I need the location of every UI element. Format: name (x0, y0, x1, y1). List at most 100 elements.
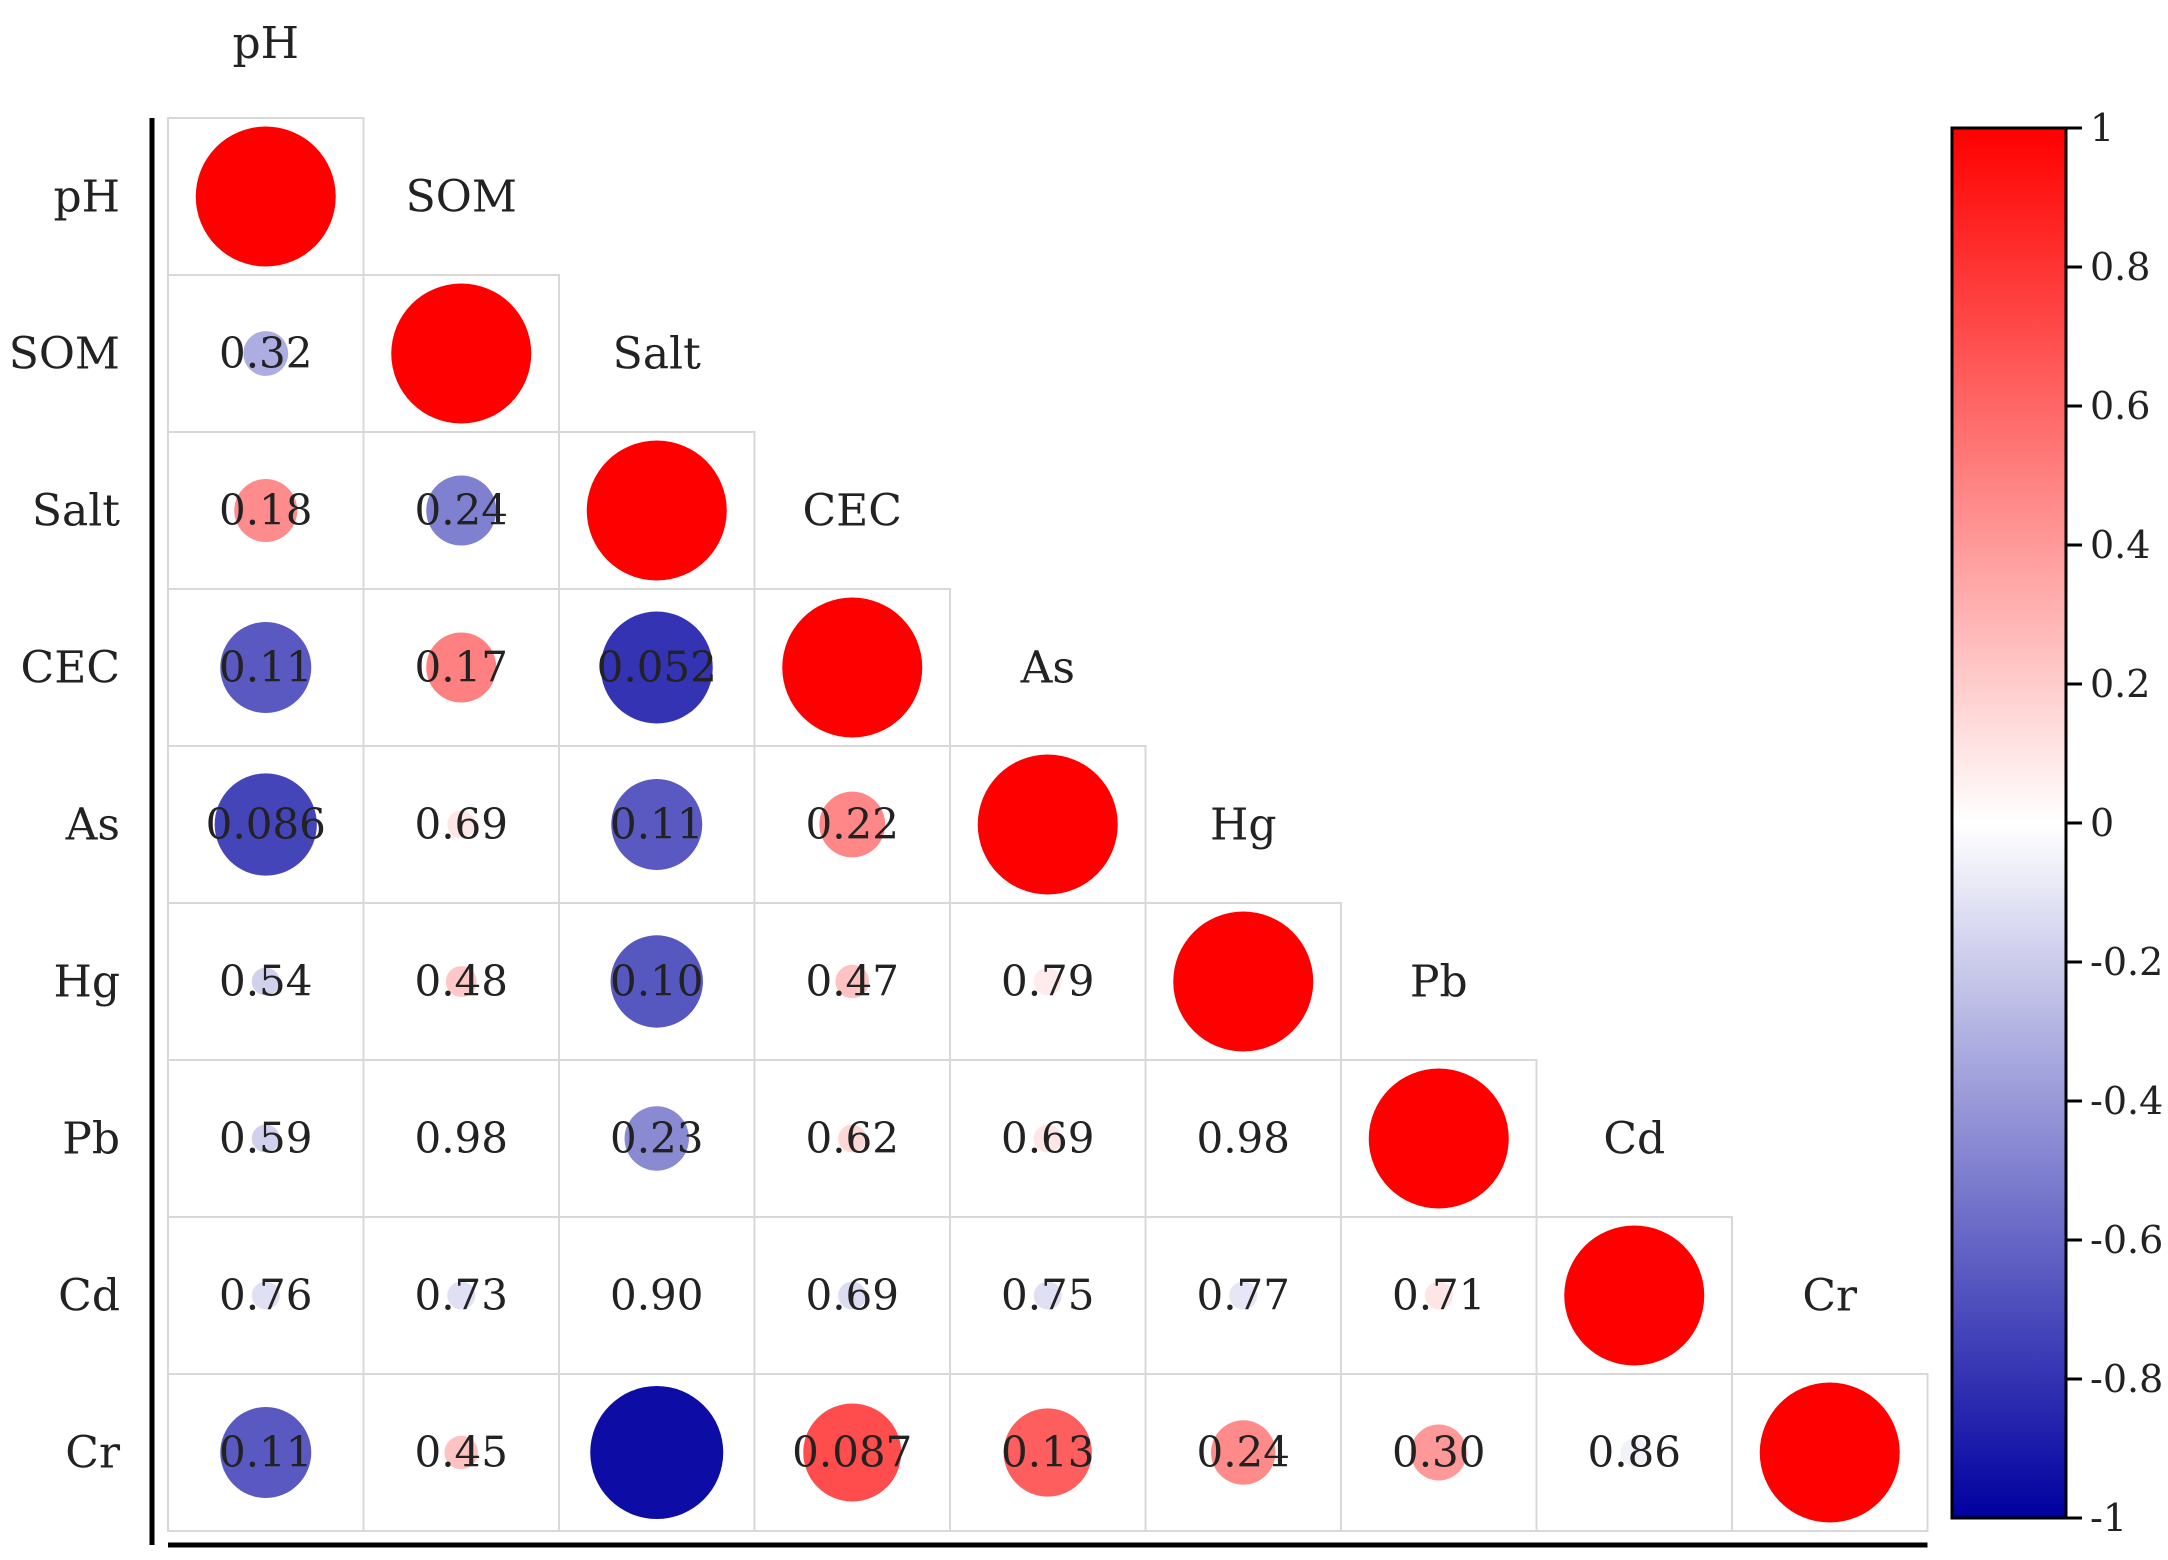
corr-value-hg-salt: 0.10 (610, 957, 704, 1006)
column-label-as: As (1020, 643, 1075, 694)
column-label-hg: Hg (1210, 800, 1277, 851)
corr-value-hg-cec: 0.47 (805, 957, 899, 1006)
corr-value-cr-hg: 0.24 (1196, 1428, 1290, 1477)
corr-circle-pb-som (447, 1124, 476, 1153)
colorbar-tick-label: -0.4 (2090, 1079, 2163, 1123)
colorbar-tick-label: 0.2 (2090, 662, 2150, 706)
corr-circle-cd-ph (251, 1281, 280, 1310)
corr-circle-cd-cec (838, 1281, 867, 1310)
corr-value-pb-as: 0.69 (1001, 1114, 1095, 1163)
colorbar-gradient (1950, 126, 2068, 1520)
column-label-salt: Salt (613, 329, 701, 380)
corr-value-as-ph: 0.086 (206, 800, 326, 849)
row-label-hg: Hg (53, 957, 120, 1008)
corr-value-as-cec: 0.22 (805, 800, 899, 849)
colorbar-tick-label: 0.8 (2090, 245, 2150, 289)
row-label-cec: CEC (21, 643, 120, 694)
diagonal-circle-salt (586, 440, 727, 581)
corr-circle-hg-cec (835, 964, 870, 999)
row-label-cr: Cr (65, 1428, 121, 1479)
corr-value-pb-ph: 0.59 (219, 1114, 313, 1163)
corr-value-cr-pb: 0.30 (1392, 1428, 1486, 1477)
corr-circle-pb-hg (1229, 1124, 1258, 1153)
diagonal-circle-hg (1173, 911, 1314, 1052)
diagonal-circle-som (391, 283, 532, 424)
corr-circle-cr-ph (220, 1407, 312, 1498)
corr-circle-cr-cd (1620, 1438, 1649, 1467)
corr-circle-as-som (447, 810, 476, 839)
diagonal-circle-cec (782, 597, 923, 738)
corr-circle-cr-pb (1410, 1424, 1467, 1481)
corr-circle-cec-ph (220, 622, 312, 713)
corr-circle-salt-som (426, 475, 497, 546)
corr-value-cec-som: 0.17 (414, 643, 508, 692)
colorbar-tick-label: 0.6 (2090, 384, 2150, 428)
corr-value-cd-ph: 0.76 (219, 1271, 313, 1320)
corr-circle-pb-as (1033, 1124, 1062, 1153)
corr-circle-cr-som (444, 1435, 479, 1470)
corr-value-cd-som: 0.73 (414, 1271, 508, 1320)
corr-circle-cd-hg (1229, 1281, 1258, 1310)
corr-value-hg-as: 0.79 (1001, 957, 1095, 1006)
diagonal-circle-ph (195, 126, 336, 267)
corr-circle-cd-pb (1424, 1281, 1453, 1310)
colorbar: 1 0.8 0.6 0.4 0.2 0 -0.2 -0.4 -0.6 -0.8 -1 (1950, 106, 2163, 1540)
corr-circle-pb-ph (251, 1124, 280, 1153)
colorbar-tick-label: -0.6 (2090, 1218, 2163, 1262)
corr-value-pb-salt: 0.23 (610, 1114, 704, 1163)
corr-circle-hg-ph (251, 967, 280, 996)
corr-value-cr-ph: 0.11 (219, 1428, 313, 1477)
row-label-som: SOM (9, 329, 120, 380)
corr-circle-cr-cec (803, 1403, 902, 1502)
colorbar-tick-label: -0.2 (2090, 940, 2163, 984)
row-label-as: As (65, 800, 120, 851)
corr-value-cd-cec: 0.69 (805, 1271, 899, 1320)
axis-layer (149, 118, 1928, 1548)
text-layer: pH pH SOM SOM Salt Salt CEC CEC As As Hg Hg Pb Pb Cd Cd… (9, 18, 1858, 1479)
corr-value-cd-as: 0.75 (1001, 1271, 1095, 1320)
corr-circle-hg-salt (610, 935, 703, 1028)
colorbar-tick-label: 0 (2090, 801, 2114, 845)
corr-value-hg-som: 0.48 (414, 957, 508, 1006)
corr-circle-hg-som (445, 966, 477, 997)
corr-value-cd-salt: 0.90 (610, 1271, 704, 1320)
colorbar-tick-label: 0.4 (2090, 523, 2150, 567)
corr-value-pb-som: 0.98 (414, 1114, 508, 1163)
corr-value-cr-cd: 0.86 (1587, 1428, 1681, 1477)
row-label-cd: Cd (58, 1271, 120, 1322)
row-label-salt: Salt (32, 486, 120, 537)
corr-value-as-som: 0.69 (414, 800, 508, 849)
corr-value-hg-ph: 0.54 (219, 957, 313, 1006)
colorbar-tick-label: 1 (2090, 106, 2114, 150)
column-label-ph: pH (232, 18, 299, 69)
corr-circle-as-ph (214, 773, 317, 876)
corr-value-pb-hg: 0.98 (1196, 1114, 1290, 1163)
corr-value-som-ph: 0.32 (219, 329, 313, 378)
corr-circle-cr-hg (1211, 1420, 1276, 1485)
corr-value-salt-som: 0.24 (414, 486, 508, 535)
corr-circle-cd-som (447, 1281, 476, 1310)
diagonal-circle-as (977, 754, 1118, 895)
diagonal-circle-cd (1564, 1225, 1705, 1366)
corr-circle-cd-salt (642, 1281, 671, 1310)
corr-value-pb-cec: 0.62 (805, 1114, 899, 1163)
grid-layer (167, 117, 1929, 1532)
colorbar-tick-label: -1 (2090, 1496, 2127, 1540)
corr-circle-pb-salt (624, 1106, 689, 1171)
diagonal-circle-cr (1759, 1382, 1900, 1523)
corr-circle-cr-salt (590, 1386, 724, 1519)
corr-circle-hg-as (1033, 967, 1062, 996)
corr-circle-cec-salt (600, 611, 713, 724)
column-label-cec: CEC (803, 486, 902, 537)
corr-value-cd-hg: 0.77 (1196, 1271, 1290, 1320)
diagonal-circle-pb (1368, 1068, 1509, 1209)
corr-value-cr-as: 0.13 (1001, 1428, 1095, 1477)
grid-cell (1731, 1373, 1929, 1532)
corr-circle-as-salt (611, 779, 703, 870)
column-label-cd: Cd (1603, 1114, 1665, 1165)
corr-value-cd-pb: 0.71 (1392, 1271, 1486, 1320)
column-label-cr: Cr (1802, 1271, 1858, 1322)
corr-circle-salt-ph (234, 479, 298, 542)
corr-value-cr-cec: 0.087 (792, 1428, 912, 1477)
